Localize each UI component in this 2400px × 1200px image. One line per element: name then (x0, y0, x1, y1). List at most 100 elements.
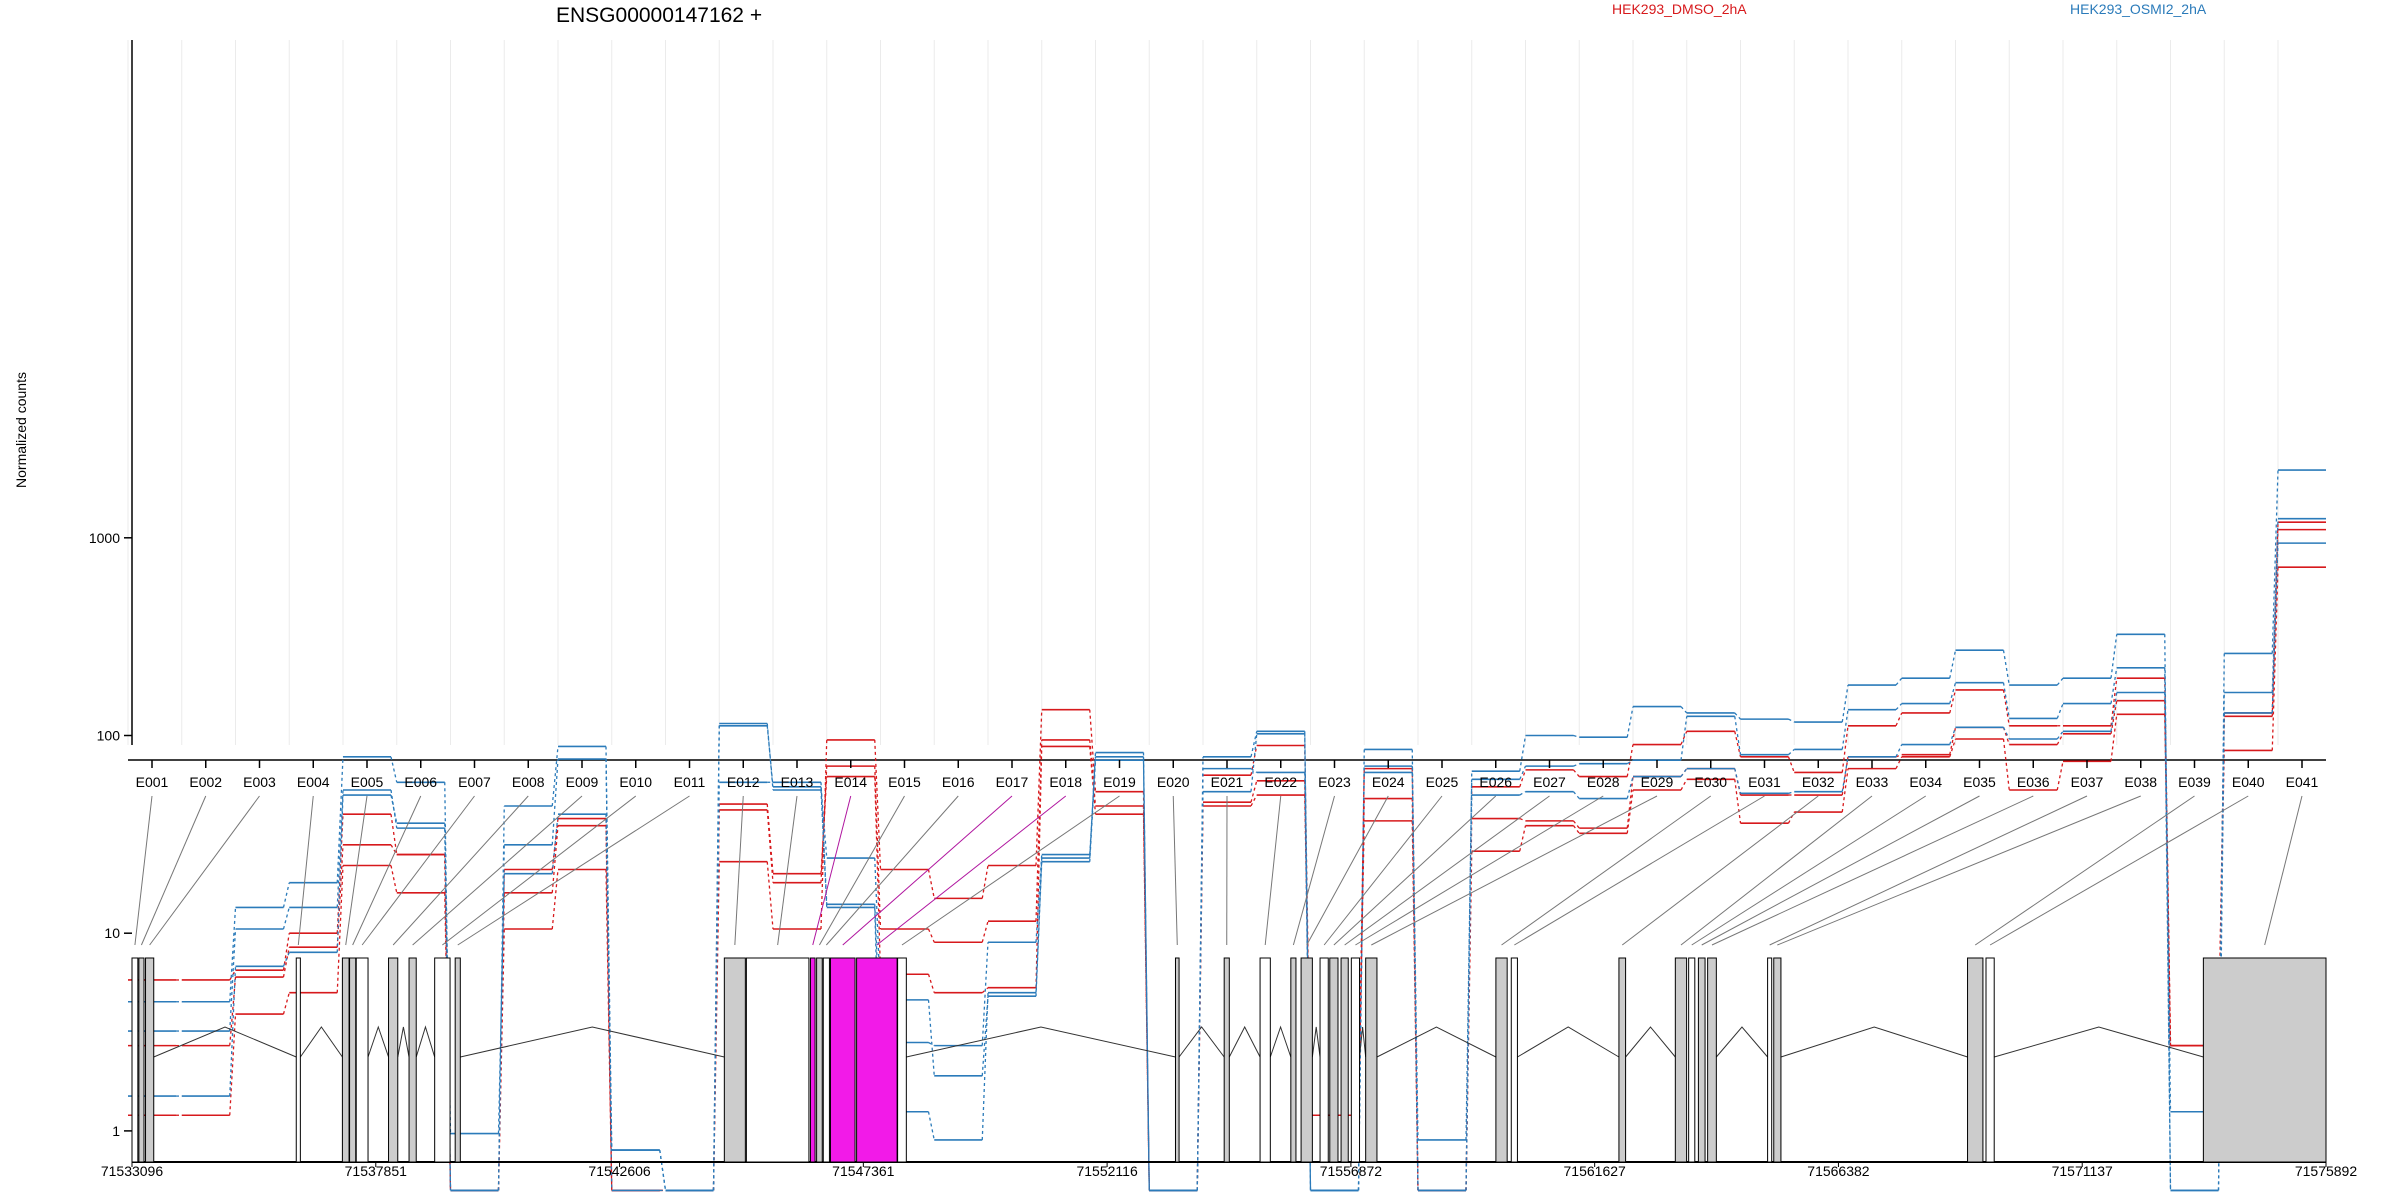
data-connector (1841, 756, 1849, 796)
coord-label: 71533096 (101, 1163, 164, 1179)
connector-E015 (818, 795, 905, 946)
data-connector (927, 999, 935, 1076)
data-connector (1089, 746, 1097, 815)
exon-label-E013: E013 (781, 774, 814, 790)
data-connector (1680, 731, 1688, 745)
exon-box-E011 (454, 957, 461, 1163)
data-connector (282, 992, 290, 1015)
exon-box-E016 (822, 957, 830, 1163)
data-connector (2110, 678, 2118, 726)
connector-E020 (1172, 795, 1178, 946)
exon-box-E014 (809, 957, 816, 1163)
exon-label-E025: E025 (1426, 774, 1459, 790)
exon-label-E024: E024 (1372, 774, 1405, 790)
exon-box-E036 (1707, 957, 1717, 1163)
coord-label: 71561627 (1564, 1163, 1627, 1179)
data-connector (712, 809, 720, 1191)
exon-box-E019 (897, 957, 907, 1163)
data-connector (766, 804, 774, 874)
data-connector (336, 794, 344, 953)
y-tick-label: 1000 (89, 530, 120, 546)
data-connector (1895, 712, 1903, 727)
connector-E028 (1355, 795, 1604, 946)
data-connector (1250, 794, 1258, 807)
data-connector (1572, 825, 1580, 834)
exon-label-E029: E029 (1641, 774, 1674, 790)
data-connector (1734, 712, 1741, 720)
data-connector (1250, 733, 1258, 792)
exon-box-E026 (1329, 957, 1339, 1163)
exon-box-E034 (1688, 957, 1696, 1163)
data-connector (981, 992, 989, 1140)
y-tick-label: 1 (112, 1123, 120, 1139)
coord-label: 71542606 (588, 1163, 651, 1179)
data-connector (1519, 765, 1527, 780)
data-connector (1089, 756, 1097, 855)
exon-label-E030: E030 (1694, 774, 1727, 790)
exon-box-E021 (1223, 957, 1230, 1163)
coord-label: 71571137 (2052, 1163, 2113, 1179)
exon-label-E010: E010 (619, 774, 652, 790)
data-connector (981, 942, 989, 1046)
data-connector (2056, 761, 2064, 791)
data-connector (820, 766, 828, 883)
connector-E026 (1333, 795, 1497, 946)
connector-E035 (1701, 795, 1980, 946)
exon-label-E026: E026 (1479, 774, 1512, 790)
data-connector (336, 789, 344, 908)
y-tick-label: 10 (104, 925, 120, 941)
data-connector (390, 756, 398, 783)
data-connector (2110, 692, 2118, 732)
connector-E036 (1711, 795, 2034, 946)
exon-label-E021: E021 (1211, 774, 1244, 790)
data-connector (2271, 567, 2279, 751)
exon-label-E001: E001 (136, 774, 169, 790)
exon-label-E020: E020 (1157, 774, 1190, 790)
data-connector (1250, 731, 1258, 757)
data-connector (1626, 759, 1634, 765)
exon-label-E033: E033 (1856, 774, 1889, 790)
data-connector (390, 865, 398, 893)
data-connector (1680, 768, 1688, 777)
exon-label-E007: E007 (458, 774, 491, 790)
legend-dmso: HEK293_DMSO_2hA (1612, 1, 1747, 17)
data-connector (1519, 825, 1527, 852)
exon-label-E022: E022 (1264, 774, 1297, 790)
data-connector (659, 1149, 667, 1191)
data-connector (1895, 744, 1903, 758)
exon-box-E004 (295, 957, 301, 1163)
data-connector (2110, 714, 2118, 762)
data-connector (1734, 731, 1742, 757)
data-connector (1626, 789, 1634, 834)
intron-line (415, 1025, 436, 1058)
intron-line (1228, 1025, 1261, 1058)
exon-box-E027 (1340, 957, 1349, 1163)
data-connector (336, 844, 344, 948)
data-connector (1788, 718, 1795, 723)
exon-box-E023 (1290, 957, 1297, 1163)
intron-line (299, 1026, 343, 1058)
connector-E040 (1989, 795, 2249, 946)
connector-E038 (1777, 795, 2141, 946)
data-connector (1895, 754, 1902, 758)
data-connector (1895, 677, 1903, 686)
exon-box-E007 (355, 957, 369, 1163)
coord-label: 71575892 (2295, 1163, 2358, 1179)
exon-label-E015: E015 (888, 774, 921, 790)
exon-box-E013 (745, 957, 810, 1163)
data-connector (927, 974, 935, 993)
exon-label-E014: E014 (834, 774, 867, 790)
intron-line (1178, 1026, 1225, 1058)
exon-box-E039 (1967, 957, 1984, 1163)
exon-label-E034: E034 (1909, 774, 1942, 790)
data-connector (1787, 756, 1795, 773)
exon-box-E030 (1495, 957, 1508, 1163)
data-connector (551, 869, 559, 930)
data-connector (1841, 684, 1849, 723)
connector-E010 (442, 795, 637, 946)
data-connector (1788, 748, 1795, 756)
exon-box-E015 (816, 957, 823, 1163)
chart-title: ENSG00000147162 + (556, 4, 762, 27)
exon-label-E004: E004 (297, 774, 330, 790)
exon-label-E002: E002 (189, 774, 222, 790)
